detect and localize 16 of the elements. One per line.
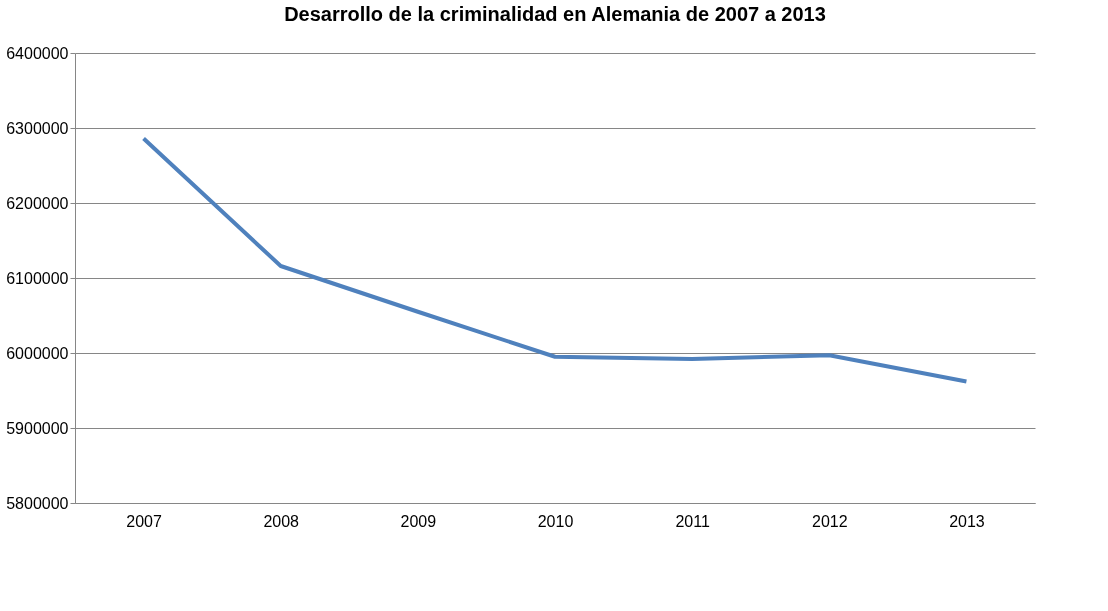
y-tick-label: 6200000 <box>6 194 69 212</box>
y-tick-label: 6000000 <box>6 344 69 362</box>
x-tick-label: 2013 <box>949 512 985 530</box>
y-tick-label: 5900000 <box>6 419 69 437</box>
y-tick-label: 6100000 <box>6 269 69 287</box>
line-series <box>141 136 969 384</box>
x-tick-label: 2011 <box>675 512 710 530</box>
x-tick-label: 2012 <box>811 512 848 530</box>
y-tick-label: 6300000 <box>6 119 69 137</box>
x-tick-label: 2008 <box>263 512 300 530</box>
x-tick-label: 2010 <box>537 512 574 530</box>
x-tick-label: 2007 <box>126 512 162 530</box>
y-tick-label: 5800000 <box>6 494 69 512</box>
x-tick-label: 2009 <box>400 512 437 530</box>
y-tick-label: 6400000 <box>6 44 69 62</box>
chart-title: Desarrollo de la criminalidad en Alemania de 2007 a 2013 <box>284 3 826 25</box>
